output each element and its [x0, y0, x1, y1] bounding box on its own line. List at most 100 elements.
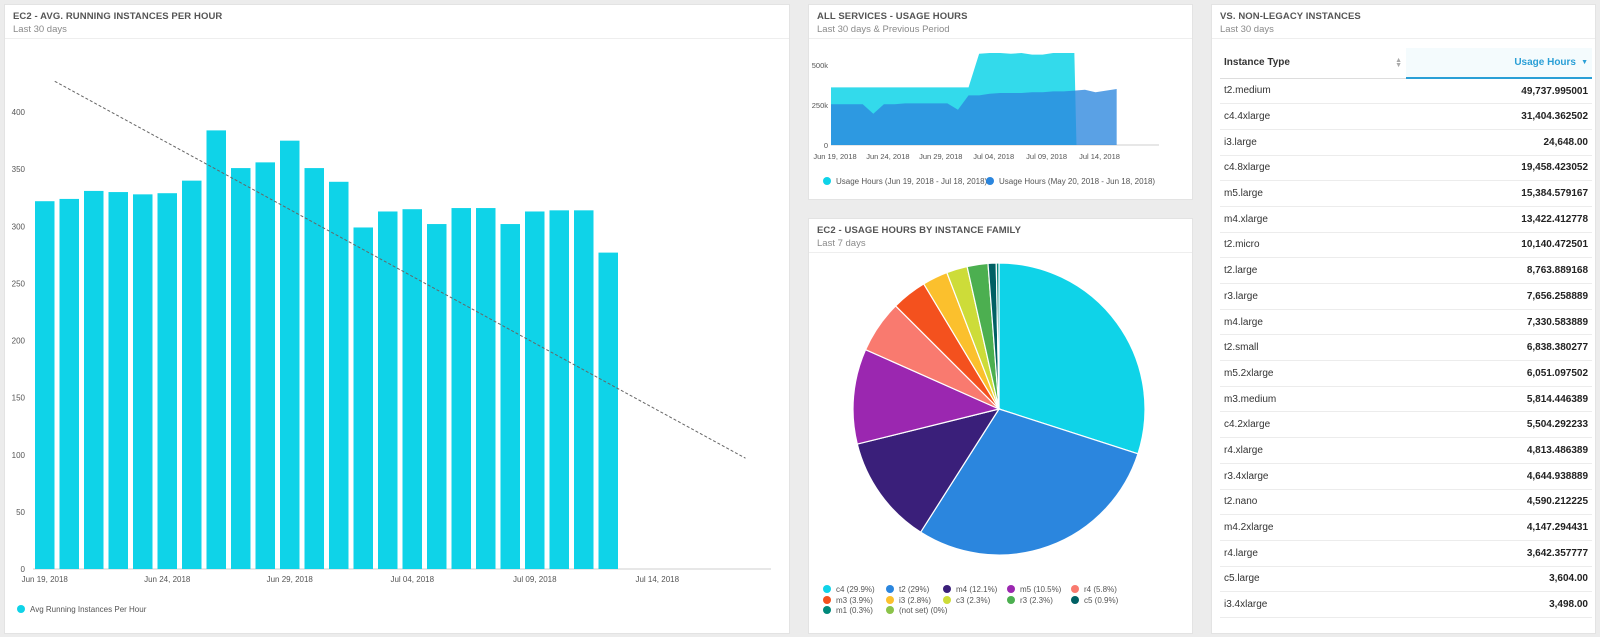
table-row[interactable]: r4.large 3,642.357777: [1220, 540, 1592, 567]
table-row[interactable]: t2.nano 4,590.212225: [1220, 489, 1592, 516]
legend-dot: [943, 595, 951, 604]
bar: [353, 227, 373, 569]
table-row[interactable]: m5.2xlarge 6,051.097502: [1220, 360, 1592, 387]
table-row[interactable]: c5.large 3,604.00: [1220, 566, 1592, 593]
legend-item[interactable]: (not set) (0%): [886, 606, 947, 615]
legend-item[interactable]: t2 (29%): [886, 585, 929, 594]
legend-item[interactable]: i3 (2.8%): [886, 595, 931, 605]
table-row[interactable]: t2.small 6,838.380277: [1220, 334, 1592, 362]
table-row[interactable]: c4.8xlarge 19,458.423052: [1220, 155, 1592, 182]
legend-label: Usage Hours (Jun 19, 2018 - Jul 18, 2018…: [836, 177, 988, 186]
legend-item[interactable]: m3 (3.9%): [823, 595, 873, 605]
pie-legend: c4 (29.9%) t2 (29%) m4 (12.1%) m5 (10.5%) r4…: [823, 585, 1193, 629]
cell-instance-type: c5.large: [1220, 566, 1406, 593]
legend-item[interactable]: c4 (29.9%): [823, 585, 875, 594]
bar: [84, 190, 104, 569]
table-row[interactable]: m4.large 7,330.583889: [1220, 309, 1592, 336]
legend-item[interactable]: m1 (0.3%): [823, 606, 873, 615]
legend-label: r4 (5.8%): [1084, 585, 1117, 594]
cell-usage-hours: 24,648.00: [1406, 129, 1592, 156]
column-header-usage-hours[interactable]: Usage Hours ▼: [1406, 48, 1592, 79]
cell-usage-hours: 4,590.212225: [1406, 489, 1592, 516]
legend-item[interactable]: c3 (2.3%): [943, 595, 991, 605]
nonlegacy-panel: VS. NON-LEGACY INSTANCES Last 30 days In…: [1211, 4, 1596, 634]
table-row[interactable]: m4.xlarge 13,422.412778: [1220, 206, 1592, 233]
cell-usage-hours: 6,051.097502: [1406, 360, 1592, 387]
legend-label: m1 (0.3%): [836, 606, 873, 615]
legend-item[interactable]: r4 (5.8%): [1071, 585, 1117, 594]
legend-label: c4 (29.9%): [836, 585, 875, 594]
bar: [451, 208, 471, 569]
legend-dot: [823, 585, 831, 593]
panel-header: ALL SERVICES - USAGE HOURS Last 30 days …: [809, 5, 1192, 39]
panel-title: ALL SERVICES - USAGE HOURS: [817, 11, 968, 22]
legend-item[interactable]: m4 (12.1%): [943, 585, 997, 594]
cell-usage-hours: 8,763.889168: [1406, 257, 1592, 284]
table-row[interactable]: r3.4xlarge 4,644.938889: [1220, 463, 1592, 490]
panel-header: VS. NON-LEGACY INSTANCES Last 30 days: [1212, 5, 1595, 39]
pie-slice: [852, 348, 1001, 445]
instance-table: Instance Type ▲ ▼ Usage Hours ▼ t2.medium…: [1220, 48, 1592, 618]
cell-usage-hours: 3,642.357777: [1406, 540, 1592, 567]
cell-instance-type: t2.nano: [1220, 489, 1406, 516]
legend-item[interactable]: Usage Hours (Jun 19, 2018 - Jul 18, 2018…: [823, 177, 987, 186]
cell-usage-hours: 6,838.380277: [1406, 334, 1592, 362]
pie-slice: [998, 262, 1146, 455]
cell-instance-type: m3.medium: [1220, 386, 1406, 413]
legend-dot: [1071, 595, 1079, 604]
table-row[interactable]: i3.4xlarge 3,498.00: [1220, 591, 1592, 618]
x-tick-label: Jul 14, 2018: [1079, 152, 1120, 161]
legend-dot: [823, 177, 831, 185]
table-row[interactable]: m4.2xlarge 4,147.294431: [1220, 514, 1592, 541]
legend-item[interactable]: m5 (10.5%): [1007, 585, 1061, 594]
cell-usage-hours: 49,737.995001: [1406, 78, 1592, 105]
sort-desc-icon[interactable]: ▼: [1581, 59, 1588, 66]
legend-item[interactable]: c5 (0.9%): [1071, 595, 1118, 605]
column-header-instance-type[interactable]: Instance Type ▲ ▼: [1220, 48, 1406, 79]
pie-chart: [852, 262, 1146, 556]
bar: [133, 194, 153, 569]
x-tick-label: Jul 14, 2018: [635, 575, 679, 584]
legend-item[interactable]: Avg Running Instances Per Hour: [17, 605, 146, 614]
table-row[interactable]: i3.large 24,648.00: [1220, 129, 1592, 156]
table-row[interactable]: m5.large 15,384.579167: [1220, 180, 1592, 207]
table-row[interactable]: t2.medium 49,737.995001: [1220, 78, 1592, 105]
cell-instance-type: t2.micro: [1220, 232, 1406, 259]
legend-dot: [1007, 595, 1015, 604]
cell-instance-type: t2.small: [1220, 334, 1406, 362]
table-row[interactable]: r3.large 7,656.258889: [1220, 283, 1592, 310]
cell-instance-type: r4.xlarge: [1220, 437, 1406, 464]
bar: [231, 168, 251, 569]
y-tick-label: 300: [12, 222, 26, 231]
cell-instance-type: c4.4xlarge: [1220, 103, 1406, 130]
legend-item[interactable]: Usage Hours (May 20, 2018 - Jun 18, 2018…: [986, 177, 1155, 186]
x-tick-label: Jun 29, 2018: [267, 575, 314, 584]
x-tick-label: Jul 04, 2018: [973, 152, 1014, 161]
legend-dot: [886, 595, 894, 604]
legend-dot: [886, 606, 894, 614]
table-row[interactable]: c4.4xlarge 31,404.362502: [1220, 103, 1592, 130]
x-tick-label: Jun 29, 2018: [919, 152, 962, 161]
table-row[interactable]: r4.xlarge 4,813.486389: [1220, 437, 1592, 464]
column-header-label: Instance Type: [1224, 57, 1290, 69]
table-row[interactable]: t2.large 8,763.889168: [1220, 257, 1592, 284]
legend-label: (not set) (0%): [899, 606, 948, 615]
sort-icon[interactable]: ▲ ▼: [1395, 57, 1402, 69]
legend-label: c3 (2.3%): [956, 595, 991, 605]
cell-usage-hours: 31,404.362502: [1406, 103, 1592, 130]
trend-line: [54, 80, 746, 459]
cell-usage-hours: 13,422.412778: [1406, 206, 1592, 233]
cell-usage-hours: 10,140.472501: [1406, 232, 1592, 259]
y-tick-label: 500k: [812, 61, 829, 70]
x-tick-label: Jun 24, 2018: [866, 152, 909, 161]
table-row[interactable]: t2.micro 10,140.472501: [1220, 232, 1592, 259]
legend-item[interactable]: r3 (2.3%): [1007, 595, 1053, 605]
cell-instance-type: m5.2xlarge: [1220, 360, 1406, 387]
bar: [329, 181, 349, 569]
x-tick-label: Jun 19, 2018: [813, 152, 856, 161]
bar-chart: 0 50 100 150 200 250 300 350 400 Jun 19, 2018 Jun …: [12, 80, 771, 584]
table-header-row: Instance Type ▲ ▼ Usage Hours ▼: [1220, 48, 1592, 79]
family-panel: EC2 - USAGE HOURS BY INSTANCE FAMILY Las…: [808, 218, 1193, 634]
table-row[interactable]: c4.2xlarge 5,504.292233: [1220, 411, 1592, 439]
table-row[interactable]: m3.medium 5,814.446389: [1220, 386, 1592, 413]
